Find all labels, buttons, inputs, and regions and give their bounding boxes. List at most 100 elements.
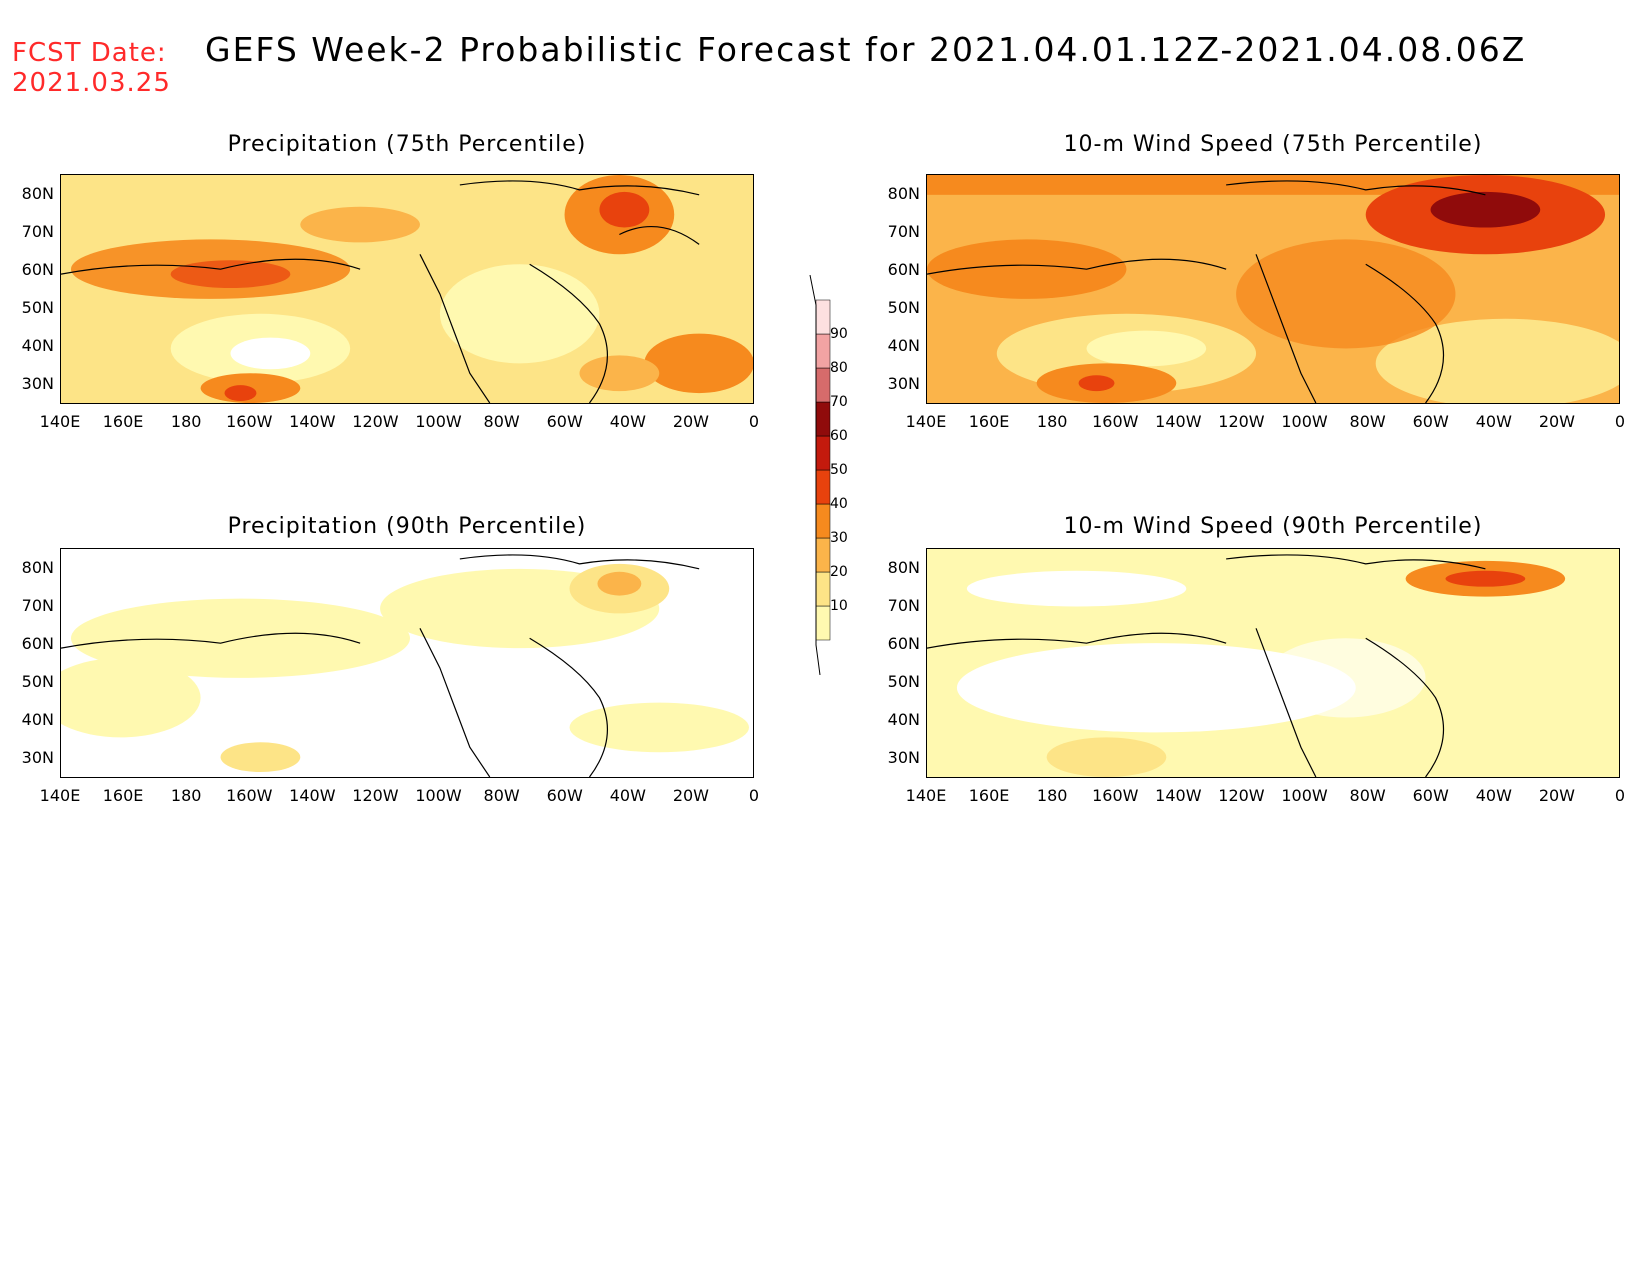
lon-tick-label: 140E <box>905 786 947 805</box>
lat-tick-label: 70N <box>887 222 920 241</box>
lat-tick-label: 50N <box>21 672 54 691</box>
lon-tick-label: 0 <box>1614 786 1626 805</box>
lat-tick-label: 40N <box>887 336 920 355</box>
lat-tick-label: 70N <box>21 596 54 615</box>
lon-tick-label: 60W <box>1412 786 1449 805</box>
lat-tick-label: 80N <box>887 558 920 577</box>
colorbar-label: 20 <box>830 564 848 580</box>
fcst-date: 2021.03.25 <box>12 68 171 98</box>
lon-tick-label: 20W <box>1538 786 1575 805</box>
lon-tick-label: 60W <box>1412 412 1449 431</box>
lat-tick-label: 40N <box>21 710 54 729</box>
lon-tick-label: 160E <box>102 412 144 431</box>
panel-title-precip-75: Precipitation (75th Percentile) <box>227 132 587 157</box>
lat-tick-label: 40N <box>21 336 54 355</box>
lon-tick-label: 180 <box>1036 412 1068 431</box>
lon-tick-label: 140E <box>39 412 81 431</box>
lon-tick-label: 60W <box>546 412 583 431</box>
colorbar-segment <box>815 605 831 641</box>
lat-tick-label: 80N <box>887 184 920 203</box>
lon-tick-label: 120W <box>1218 786 1265 805</box>
lon-tick-label: 100W <box>415 786 462 805</box>
colorbar-segment <box>815 401 831 437</box>
colorbar-segment <box>815 435 831 471</box>
lat-tick-label: 60N <box>21 260 54 279</box>
lon-tick-label: 180 <box>170 786 202 805</box>
lat-tick-label: 70N <box>21 222 54 241</box>
lon-tick-label: 80W <box>1349 786 1386 805</box>
lon-tick-label: 80W <box>1349 412 1386 431</box>
lon-tick-label: 40W <box>609 786 646 805</box>
lon-tick-label: 0 <box>748 412 760 431</box>
lon-tick-label: 60W <box>546 786 583 805</box>
panel-title-precip-90: Precipitation (90th Percentile) <box>227 514 587 539</box>
lat-tick-label: 60N <box>21 634 54 653</box>
fcst-label: FCST Date: <box>12 38 167 68</box>
colorbar-segment <box>815 367 831 403</box>
lat-tick-label: 30N <box>21 748 54 767</box>
lon-tick-label: 160W <box>1092 786 1139 805</box>
colorbar-label: 60 <box>830 428 848 444</box>
lon-tick-label: 0 <box>1614 412 1626 431</box>
panel-title-wind-75: 10-m Wind Speed (75th Percentile) <box>1063 132 1483 157</box>
colorbar-segment <box>815 299 831 335</box>
lon-tick-label: 160E <box>968 412 1010 431</box>
colorbar-label: 10 <box>830 598 848 614</box>
colorbar-segment <box>815 571 831 607</box>
colorbar-label: 50 <box>830 462 848 478</box>
lat-tick-label: 30N <box>21 374 54 393</box>
lon-tick-label: 120W <box>352 412 399 431</box>
forecast-date-label: FCST Date: 2021.03.25 <box>12 38 171 98</box>
lon-tick-label: 160E <box>968 786 1010 805</box>
page-title: GEFS Week-2 Probabilistic Forecast for 2… <box>205 30 1527 69</box>
colorbar-segment <box>815 333 831 369</box>
lat-tick-label: 60N <box>887 634 920 653</box>
lon-tick-label: 0 <box>748 786 760 805</box>
colorbar <box>809 275 831 675</box>
lat-tick-label: 30N <box>887 748 920 767</box>
lon-tick-label: 20W <box>672 786 709 805</box>
lon-tick-label: 20W <box>672 412 709 431</box>
lon-tick-label: 140E <box>905 412 947 431</box>
lon-tick-label: 160W <box>226 786 273 805</box>
lat-tick-label: 50N <box>887 672 920 691</box>
map-wind-90 <box>926 548 1620 778</box>
lon-tick-label: 140E <box>39 786 81 805</box>
colorbar-label: 90 <box>830 326 848 342</box>
lat-tick-label: 50N <box>21 298 54 317</box>
lon-tick-label: 140W <box>1155 786 1202 805</box>
lon-tick-label: 160W <box>226 412 273 431</box>
lon-tick-label: 140W <box>1155 412 1202 431</box>
colorbar-segment <box>815 537 831 573</box>
colorbar-label: 70 <box>830 394 848 410</box>
lon-tick-label: 40W <box>1475 412 1512 431</box>
map-wind-75 <box>926 174 1620 404</box>
lon-tick-label: 140W <box>289 412 336 431</box>
colorbar-label: 80 <box>830 360 848 376</box>
lon-tick-label: 180 <box>170 412 202 431</box>
lon-tick-label: 140W <box>289 786 336 805</box>
lon-tick-label: 120W <box>1218 412 1265 431</box>
lat-tick-label: 80N <box>21 558 54 577</box>
lon-tick-label: 100W <box>415 412 462 431</box>
lon-tick-label: 180 <box>1036 786 1068 805</box>
lon-tick-label: 160W <box>1092 412 1139 431</box>
map-precip-75 <box>60 174 754 404</box>
lon-tick-label: 20W <box>1538 412 1575 431</box>
colorbar-label: 30 <box>830 530 848 546</box>
lat-tick-label: 30N <box>887 374 920 393</box>
lon-tick-label: 100W <box>1281 412 1328 431</box>
lon-tick-label: 40W <box>1475 786 1512 805</box>
colorbar-segment <box>815 469 831 505</box>
lon-tick-label: 160E <box>102 786 144 805</box>
colorbar-label: 40 <box>830 496 848 512</box>
lat-tick-label: 40N <box>887 710 920 729</box>
lon-tick-label: 80W <box>483 412 520 431</box>
lon-tick-label: 40W <box>609 412 646 431</box>
lon-tick-label: 100W <box>1281 786 1328 805</box>
lat-tick-label: 50N <box>887 298 920 317</box>
lat-tick-label: 80N <box>21 184 54 203</box>
lat-tick-label: 70N <box>887 596 920 615</box>
lon-tick-label: 120W <box>352 786 399 805</box>
lat-tick-label: 60N <box>887 260 920 279</box>
